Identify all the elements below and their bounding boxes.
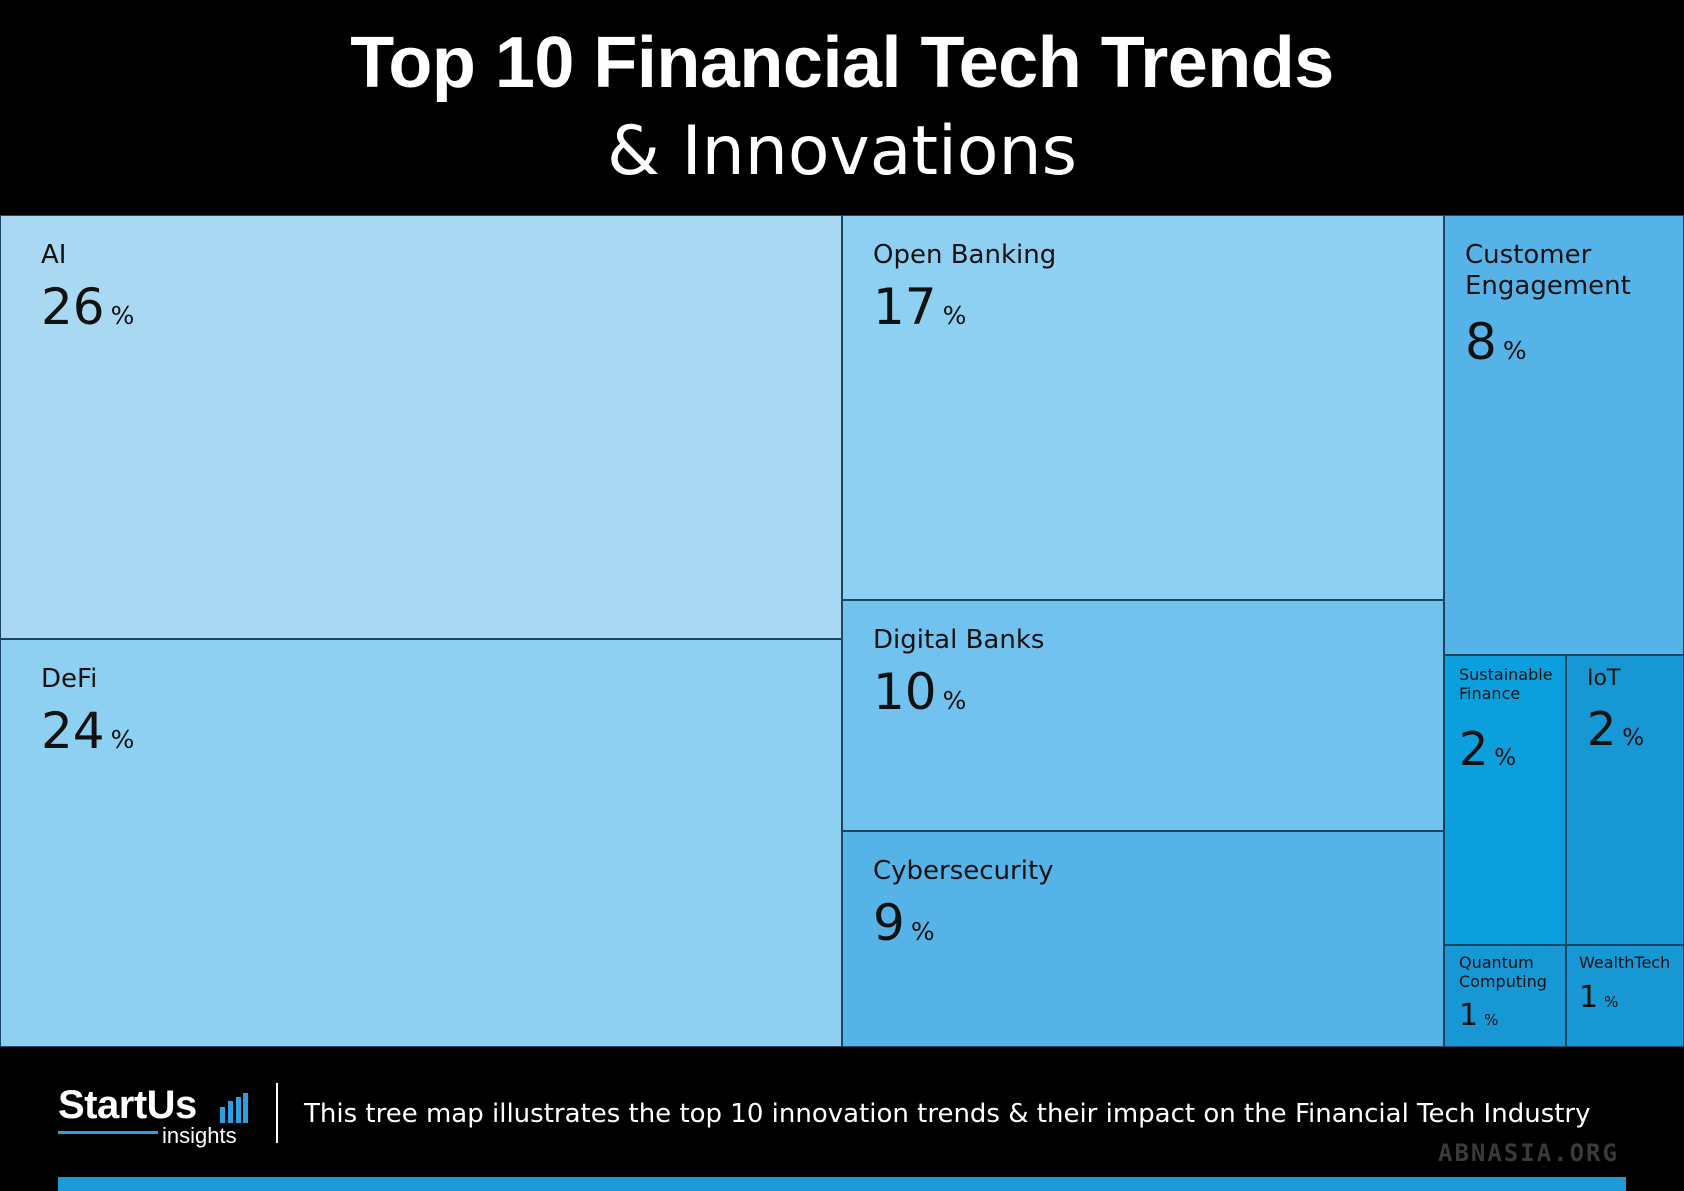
tile-value-number: 9: [873, 894, 905, 952]
tile-label: Sustainable Finance: [1459, 665, 1553, 703]
tile-value-unit: %: [1484, 1011, 1499, 1029]
tile-open-banking: Open Banking 17%: [842, 215, 1444, 600]
tile-defi: DeFi 24%: [0, 639, 842, 1047]
tile-value-unit: %: [110, 725, 135, 754]
tile-value: 2%: [1587, 702, 1644, 756]
tile-ai: AI 26%: [0, 215, 842, 639]
tile-value: 24%: [41, 702, 134, 760]
tile-value: 1%: [1459, 998, 1498, 1033]
tile-value-unit: %: [942, 686, 967, 715]
tile-value-number: 17: [873, 278, 937, 336]
tile-value: 10%: [873, 663, 966, 721]
tile-value-unit: %: [1494, 745, 1517, 771]
header: Top 10 Financial Tech Trends & Innovatio…: [0, 0, 1684, 215]
tile-value-unit: %: [1622, 725, 1645, 751]
tile-value-number: 10: [873, 663, 937, 721]
tile-iot: IoT 2%: [1566, 655, 1684, 945]
startus-insights-logo[interactable]: StartUs insights: [58, 1083, 258, 1153]
tile-value: 26%: [41, 278, 134, 336]
tile-label: Open Banking: [873, 240, 1057, 270]
tile-value-number: 8: [1465, 313, 1497, 371]
tile-label: Digital Banks: [873, 625, 1045, 655]
tile-value-number: 2: [1587, 702, 1617, 756]
tile-label: WealthTech: [1579, 953, 1671, 972]
tile-value-unit: %: [1604, 993, 1619, 1011]
tile-label: Quantum Computing: [1459, 953, 1547, 991]
tile-value-number: 24: [41, 702, 105, 760]
tile-label: Customer Engagement: [1465, 240, 1631, 301]
tile-value-unit: %: [910, 917, 935, 946]
tile-cybersecurity: Cybersecurity 9%: [842, 831, 1444, 1047]
accent-bar: [58, 1177, 1626, 1191]
tile-sustainable-finance: Sustainable Finance 2%: [1444, 655, 1566, 945]
page-subtitle: & Innovations: [606, 112, 1078, 191]
logo-tagline: insights: [162, 1123, 237, 1148]
tile-digital-banks: Digital Banks 10%: [842, 600, 1444, 831]
tile-value-unit: %: [110, 301, 135, 330]
tile-value-number: 1: [1579, 980, 1599, 1015]
tile-value: 2%: [1459, 722, 1516, 776]
footer-caption: This tree map illustrates the top 10 inn…: [304, 1099, 1591, 1129]
page-title: Top 10 Financial Tech Trends: [350, 23, 1334, 103]
logo-underline: [58, 1131, 158, 1134]
treemap-chart: AI 26% DeFi 24% Open Banking 17% Digital Banks…: [0, 215, 1684, 1047]
footer-divider: [276, 1083, 278, 1143]
tile-value: 9%: [873, 894, 935, 952]
tile-customer-engagement: Customer Engagement 8%: [1444, 215, 1684, 655]
logo-wordmark: StartUs: [58, 1083, 197, 1127]
tile-value: 8%: [1465, 313, 1527, 371]
tile-value: 1%: [1579, 980, 1618, 1015]
tile-label: DeFi: [41, 664, 98, 694]
tile-value-unit: %: [1502, 336, 1527, 365]
tile-value-number: 1: [1459, 998, 1479, 1033]
tile-value-number: 2: [1459, 722, 1489, 776]
tile-value: 17%: [873, 278, 966, 336]
tile-label: Cybersecurity: [873, 856, 1054, 886]
tile-value-unit: %: [942, 301, 967, 330]
tile-wealthtech: WealthTech 1%: [1566, 945, 1684, 1047]
tile-value-number: 26: [41, 278, 105, 336]
bar-chart-icon: [220, 1093, 248, 1123]
tile-label: IoT: [1587, 666, 1621, 691]
tile-label: AI: [41, 240, 67, 270]
watermark: ABNASIA.ORG: [1438, 1139, 1619, 1167]
footer: StartUs insights This tree map illustrat…: [0, 1047, 1684, 1191]
tile-quantum-computing: Quantum Computing 1%: [1444, 945, 1566, 1047]
